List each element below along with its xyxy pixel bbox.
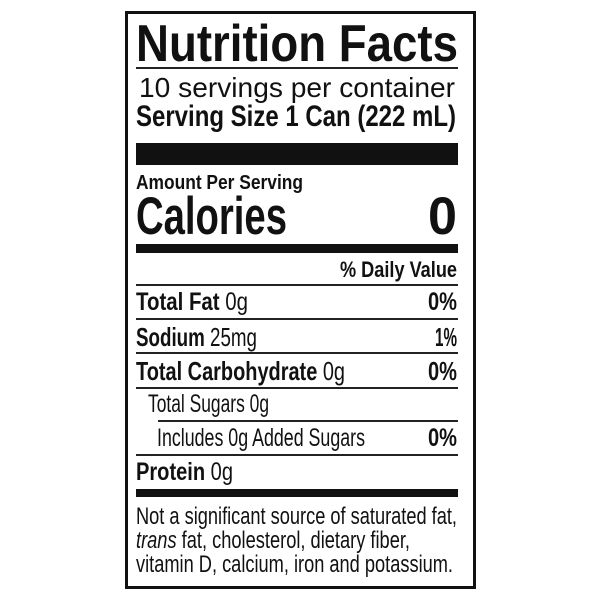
footnote-line-2: trans fat, cholesterol, dietary fiber,: [136, 527, 410, 554]
nutrient-added-sugars: Includes 0g Added Sugars: [157, 424, 365, 452]
amount-per-serving: Amount Per Serving: [136, 172, 303, 194]
dv-added-sugars: 0%: [428, 424, 457, 452]
calories-label: Calories: [136, 187, 287, 246]
footnote-line-3: vitamin D, calcium, iron and potassium.: [136, 551, 453, 578]
servings-per-container: 10 servings per container: [139, 72, 456, 103]
footnote-line-1: Not a significant source of saturated fa…: [136, 503, 457, 530]
medium-divider: [136, 489, 458, 497]
nutrition-label-border: [125, 11, 476, 589]
divider: [136, 454, 458, 456]
dv-sodium: 1%: [435, 322, 457, 352]
divider: [136, 352, 458, 354]
nutrient-total-fat: Total Fat 0g: [136, 288, 248, 316]
divider: [158, 420, 458, 422]
medium-divider: [136, 244, 458, 253]
nutrient-total-carbohydrate: Total Carbohydrate 0g: [136, 356, 345, 386]
divider: [136, 318, 458, 320]
thick-divider: [136, 143, 458, 165]
daily-value-header: % Daily Value: [340, 257, 457, 282]
nutrient-protein: Protein 0g: [136, 458, 233, 486]
dv-total-fat: 0%: [428, 288, 457, 316]
nutrient-total-sugars: Total Sugars 0g: [148, 390, 269, 418]
divider: [136, 67, 458, 69]
label-title: Nutrition Facts: [136, 15, 458, 73]
serving-size: Serving Size 1 Can (222 mL): [136, 100, 456, 133]
calories-value: 0: [428, 187, 457, 246]
nutrient-sodium: Sodium 25mg: [136, 322, 257, 352]
divider: [136, 387, 458, 389]
dv-total-carbohydrate: 0%: [428, 356, 457, 386]
divider: [136, 284, 458, 286]
